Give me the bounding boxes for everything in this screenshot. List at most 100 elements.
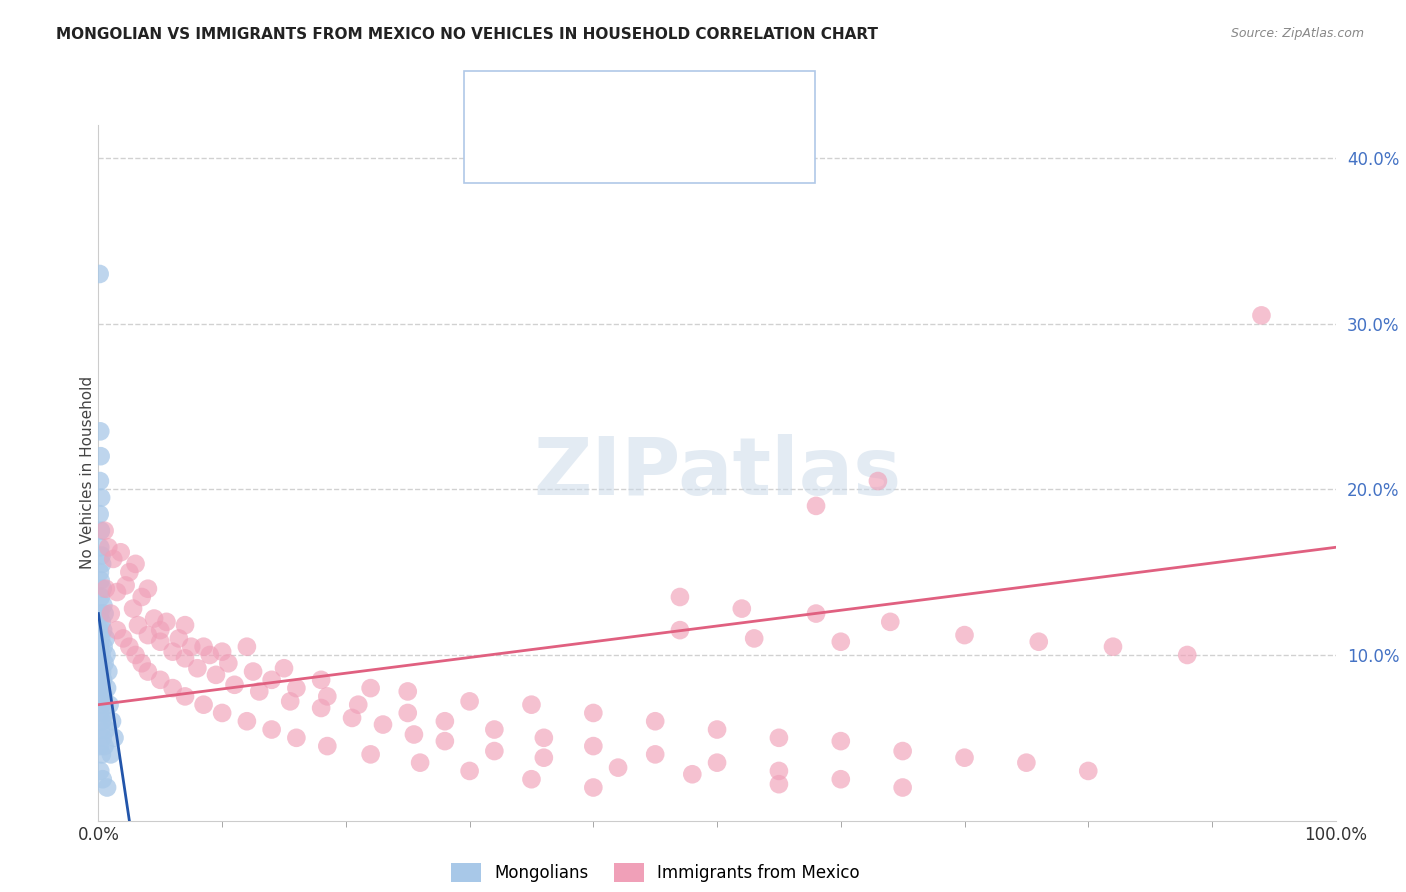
Point — [371, 717, 394, 731]
Text: N =: N = — [688, 141, 724, 159]
Text: 53: 53 — [734, 95, 759, 113]
Point — [706, 756, 728, 770]
Point — [174, 618, 197, 632]
Point — [91, 731, 114, 745]
Point — [100, 747, 122, 762]
FancyBboxPatch shape — [486, 88, 527, 121]
Point — [1077, 764, 1099, 778]
Point — [96, 723, 118, 737]
Point — [742, 632, 765, 646]
Point — [96, 681, 118, 695]
Point — [90, 632, 112, 646]
Point — [1175, 648, 1198, 662]
Point — [118, 640, 141, 654]
Point — [360, 747, 382, 762]
Y-axis label: No Vehicles in Household: No Vehicles in Household — [80, 376, 94, 569]
Point — [706, 723, 728, 737]
Point — [669, 623, 692, 637]
Point — [93, 657, 115, 671]
Point — [316, 739, 339, 753]
Point — [236, 640, 259, 654]
Point — [149, 623, 172, 637]
Point — [91, 665, 114, 679]
Point — [180, 640, 202, 654]
Point — [1028, 634, 1050, 648]
Point — [103, 731, 125, 745]
Point — [90, 681, 112, 695]
Point — [533, 731, 555, 745]
Point — [136, 628, 159, 642]
Point — [155, 615, 177, 629]
Point — [89, 657, 111, 671]
Point — [91, 582, 114, 596]
Point — [174, 651, 197, 665]
Point — [484, 723, 506, 737]
Point — [93, 524, 115, 538]
Point — [830, 634, 852, 648]
Point — [91, 772, 114, 787]
Point — [866, 474, 889, 488]
Point — [118, 565, 141, 579]
Point — [681, 767, 703, 781]
Point — [247, 684, 270, 698]
Point — [90, 590, 112, 604]
Point — [211, 706, 233, 720]
Point — [89, 607, 111, 621]
Text: 108: 108 — [734, 141, 772, 159]
Point — [193, 640, 215, 654]
Point — [340, 711, 363, 725]
Point — [89, 739, 111, 753]
Point — [768, 777, 790, 791]
Point — [953, 750, 976, 764]
Point — [409, 756, 432, 770]
Point — [879, 615, 901, 629]
Point — [90, 524, 112, 538]
Point — [484, 744, 506, 758]
Point — [90, 449, 112, 463]
Point — [347, 698, 370, 712]
Text: ZIPatlas: ZIPatlas — [533, 434, 901, 512]
Point — [127, 618, 149, 632]
Point — [90, 615, 112, 629]
Point — [309, 673, 332, 687]
Point — [953, 628, 976, 642]
Point — [89, 541, 111, 555]
Point — [396, 684, 419, 698]
Point — [89, 267, 111, 281]
Point — [114, 578, 136, 592]
Text: MONGOLIAN VS IMMIGRANTS FROM MEXICO NO VEHICLES IN HOUSEHOLD CORRELATION CHART: MONGOLIAN VS IMMIGRANTS FROM MEXICO NO V… — [56, 27, 879, 42]
Point — [830, 734, 852, 748]
Point — [136, 582, 159, 596]
Point — [89, 690, 111, 704]
Point — [100, 607, 122, 621]
Point — [582, 780, 605, 795]
Text: R =: R = — [538, 141, 575, 159]
Point — [124, 648, 146, 662]
Point — [830, 772, 852, 787]
Point — [396, 706, 419, 720]
Point — [669, 590, 692, 604]
Point — [582, 706, 605, 720]
Point — [533, 750, 555, 764]
Point — [124, 557, 146, 571]
Point — [97, 665, 120, 679]
Point — [217, 657, 239, 671]
Point — [101, 714, 124, 729]
Point — [402, 727, 425, 741]
Point — [90, 648, 112, 662]
Point — [93, 739, 115, 753]
Point — [96, 648, 118, 662]
Point — [731, 601, 754, 615]
Point — [89, 623, 111, 637]
Point — [260, 723, 283, 737]
Point — [90, 491, 112, 505]
Point — [89, 764, 111, 778]
Point — [236, 714, 259, 729]
Point — [891, 744, 914, 758]
Point — [89, 474, 111, 488]
Point — [90, 723, 112, 737]
Point — [149, 673, 172, 687]
Point — [93, 599, 115, 613]
Point — [520, 772, 543, 787]
Point — [93, 607, 115, 621]
